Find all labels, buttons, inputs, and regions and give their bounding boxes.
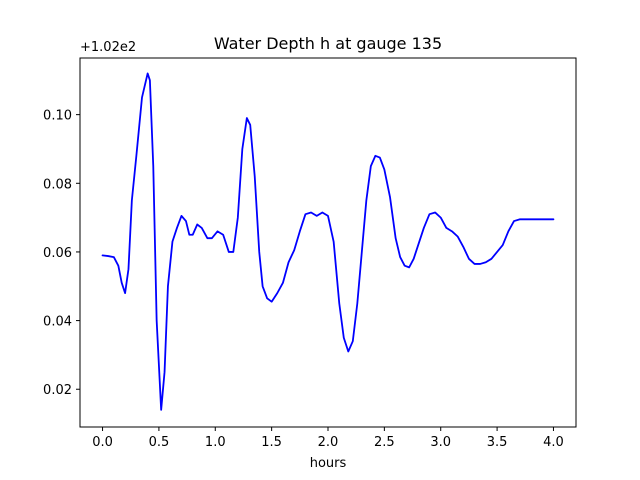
y-tick-label: 0.02 bbox=[43, 383, 72, 398]
x-tick-label: 2.5 bbox=[374, 435, 395, 450]
y-offset-text: +1.02e2 bbox=[80, 40, 136, 55]
series-line bbox=[101, 72, 555, 411]
x-tick-label: 2.0 bbox=[318, 435, 339, 450]
y-tick-label: 0.10 bbox=[43, 109, 72, 124]
y-tick-label: 0.06 bbox=[43, 246, 72, 261]
x-axis: 0.0 0.5 1.0 1.5 2.0 2.5 3.0 3.5 4.0 bbox=[92, 427, 564, 450]
x-tick-label: 1.5 bbox=[261, 435, 282, 450]
x-tick-label: 4.0 bbox=[543, 435, 564, 450]
y-tick-label: 0.08 bbox=[43, 177, 72, 192]
x-axis-label: hours bbox=[310, 456, 347, 471]
x-tick-label: 0.5 bbox=[149, 435, 170, 450]
x-tick-label: 0.0 bbox=[92, 435, 113, 450]
x-tick-label: 3.0 bbox=[430, 435, 451, 450]
y-axis: 0.02 0.04 0.06 0.08 0.10 bbox=[43, 109, 80, 398]
x-tick-label: 3.5 bbox=[487, 435, 508, 450]
chart-title: Water Depth h at gauge 135 bbox=[214, 34, 442, 53]
y-tick-label: 0.04 bbox=[43, 315, 72, 330]
x-tick-label: 1.0 bbox=[205, 435, 226, 450]
